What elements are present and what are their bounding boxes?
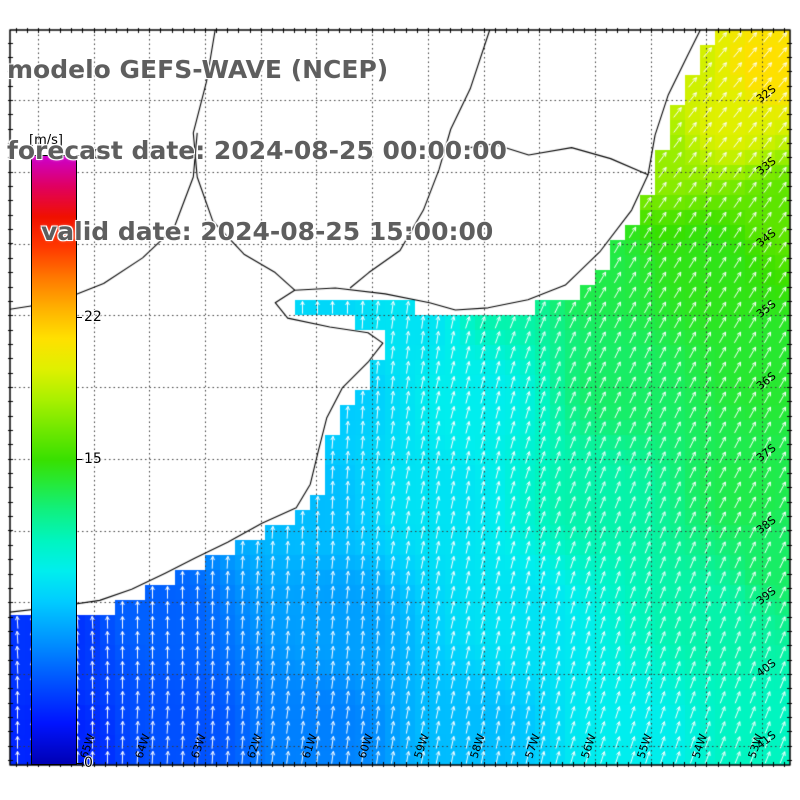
colorbar-tick [77,155,82,156]
colorbar-tick [77,317,82,319]
colorbar-unit-label: [m/s] [29,133,63,148]
valid-date-line: valid date: 2024-08-25 15:00:00 [41,217,494,246]
colorbar-tick-label: 22 [84,309,102,326]
colorbar-tick-label: 30 [84,147,102,163]
colorbar-tick-label: 15 [84,451,102,467]
forecast-date-line: forecast date: 2024-08-25 00:00:00 [7,136,507,165]
colorbar-tick [77,763,82,764]
colorbar-tick-label: 0 [84,755,93,771]
colorbar-gradient [31,155,77,765]
colorbar-tick [77,459,82,460]
colorbar: [m/s] 30 22 15 0 [29,133,102,773]
figure-header: modelo GEFS-WAVE (NCEP) forecast date: 2… [7,2,507,299]
model-title: modelo GEFS-WAVE (NCEP) [7,55,389,84]
